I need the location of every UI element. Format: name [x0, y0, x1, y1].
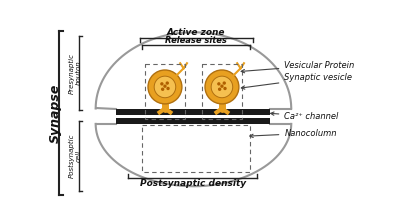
Circle shape: [220, 84, 224, 88]
Text: Active zone: Active zone: [167, 28, 225, 37]
Text: Postsynaptic
cell: Postsynaptic cell: [68, 134, 82, 178]
Circle shape: [223, 87, 227, 90]
Circle shape: [161, 88, 164, 91]
Text: Presynaptic
bouton: Presynaptic bouton: [68, 53, 82, 94]
Circle shape: [217, 82, 220, 86]
Text: Synaptic vesicle: Synaptic vesicle: [241, 73, 352, 89]
Bar: [142, 125, 250, 172]
Circle shape: [154, 76, 176, 98]
Circle shape: [205, 70, 239, 104]
Circle shape: [218, 88, 221, 91]
Circle shape: [148, 70, 182, 104]
Circle shape: [166, 87, 170, 90]
Text: Synapse: Synapse: [48, 83, 61, 143]
Text: Release sites: Release sites: [165, 36, 227, 45]
Bar: [145, 64, 185, 119]
Circle shape: [211, 76, 233, 98]
Bar: [116, 108, 270, 115]
Text: Nanocolumn: Nanocolumn: [250, 129, 337, 138]
Text: Ca²⁺ channel: Ca²⁺ channel: [271, 112, 339, 121]
Text: Postsynaptic density: Postsynaptic density: [140, 179, 246, 187]
Bar: [116, 118, 270, 124]
Circle shape: [166, 81, 169, 85]
Circle shape: [160, 82, 164, 86]
Text: Vesicular Protein: Vesicular Protein: [241, 61, 354, 73]
Circle shape: [222, 81, 226, 85]
Circle shape: [163, 84, 167, 88]
Bar: [202, 64, 242, 119]
